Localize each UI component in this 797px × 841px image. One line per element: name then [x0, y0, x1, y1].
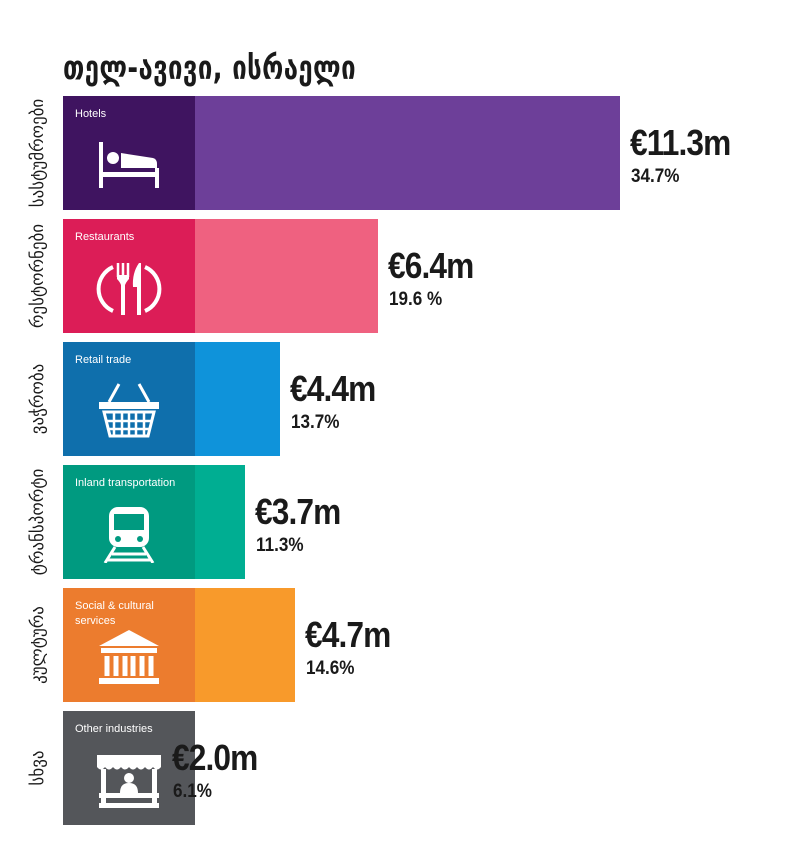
category-label: Inland transportation — [75, 477, 176, 489]
bar — [195, 219, 379, 333]
chart-title: თელ-ავივი, ისრაელი — [63, 48, 356, 87]
side-label-text: ვაჭრობა — [28, 363, 48, 435]
train-icon — [103, 507, 155, 563]
museum-icon — [99, 630, 159, 684]
category-box: Other industries — [63, 711, 195, 825]
bar — [195, 96, 620, 210]
category-label: Retail trade — [75, 354, 132, 366]
side-label-text: რესტორნები — [28, 223, 48, 329]
side-label: სხვა — [18, 711, 58, 825]
category-label: Social & cultural services — [75, 600, 154, 627]
side-label-text: კულტურა — [28, 606, 48, 684]
category-box: Social & cultural services — [63, 588, 195, 702]
bar-row: სასტუმროები Hotels €11.3m 34.7% — [0, 96, 797, 210]
side-label: ტრანსპორტი — [18, 465, 58, 579]
bar-row: კულტურა Social & cultural services €4.7m 14… — [0, 588, 797, 702]
bed-icon — [99, 142, 159, 188]
side-label-text: ტრანსპორტი — [28, 468, 48, 576]
category-box: Hotels — [63, 96, 195, 210]
fork-knife-icon — [96, 263, 162, 315]
side-label: რესტორნები — [18, 219, 58, 333]
bar-row: ვაჭრობა Retail trade €4.4m 13.7% — [0, 342, 797, 456]
bar — [195, 465, 246, 579]
category-label: Hotels — [75, 108, 107, 120]
side-label-text: სხვა — [28, 750, 48, 786]
bar — [195, 588, 295, 702]
bar-row: ტრანსპორტი Inland transportation €3.7m 11.3… — [0, 465, 797, 579]
bar — [195, 342, 280, 456]
category-box: Retail trade — [63, 342, 195, 456]
category-label: Restaurants — [75, 231, 135, 243]
category-label: Other industries — [75, 723, 153, 735]
shopping-basket-icon — [99, 383, 159, 438]
value-label: €11.3m — [630, 122, 731, 163]
market-stall-icon — [97, 755, 161, 808]
side-label: სასტუმროები — [18, 96, 58, 210]
percent-label: 14.6% — [305, 658, 355, 679]
side-label-text: სასტუმროები — [28, 98, 48, 208]
bar-row: რესტორნები Restaurants €6.4m 19.6 % — [0, 219, 797, 333]
value-label: €6.4m — [388, 245, 474, 286]
category-box: Restaurants — [63, 219, 195, 333]
side-label: კულტურა — [18, 588, 58, 702]
side-label: ვაჭრობა — [18, 342, 58, 456]
value-label: €4.4m — [289, 368, 376, 409]
percent-label: 6.1% — [172, 781, 212, 802]
category-box: Inland transportation — [63, 465, 195, 579]
bar-row: სხვა Other industries €2.0m 6.1% — [0, 711, 797, 825]
value-label: €4.7m — [304, 614, 391, 655]
percent-label: 34.7% — [631, 166, 680, 187]
value-label: €3.7m — [255, 491, 341, 532]
percent-label: 13.7% — [290, 412, 340, 433]
percent-label: 11.3% — [256, 535, 304, 556]
value-label: €2.0m — [171, 737, 258, 778]
percent-label: 19.6 % — [389, 289, 443, 310]
